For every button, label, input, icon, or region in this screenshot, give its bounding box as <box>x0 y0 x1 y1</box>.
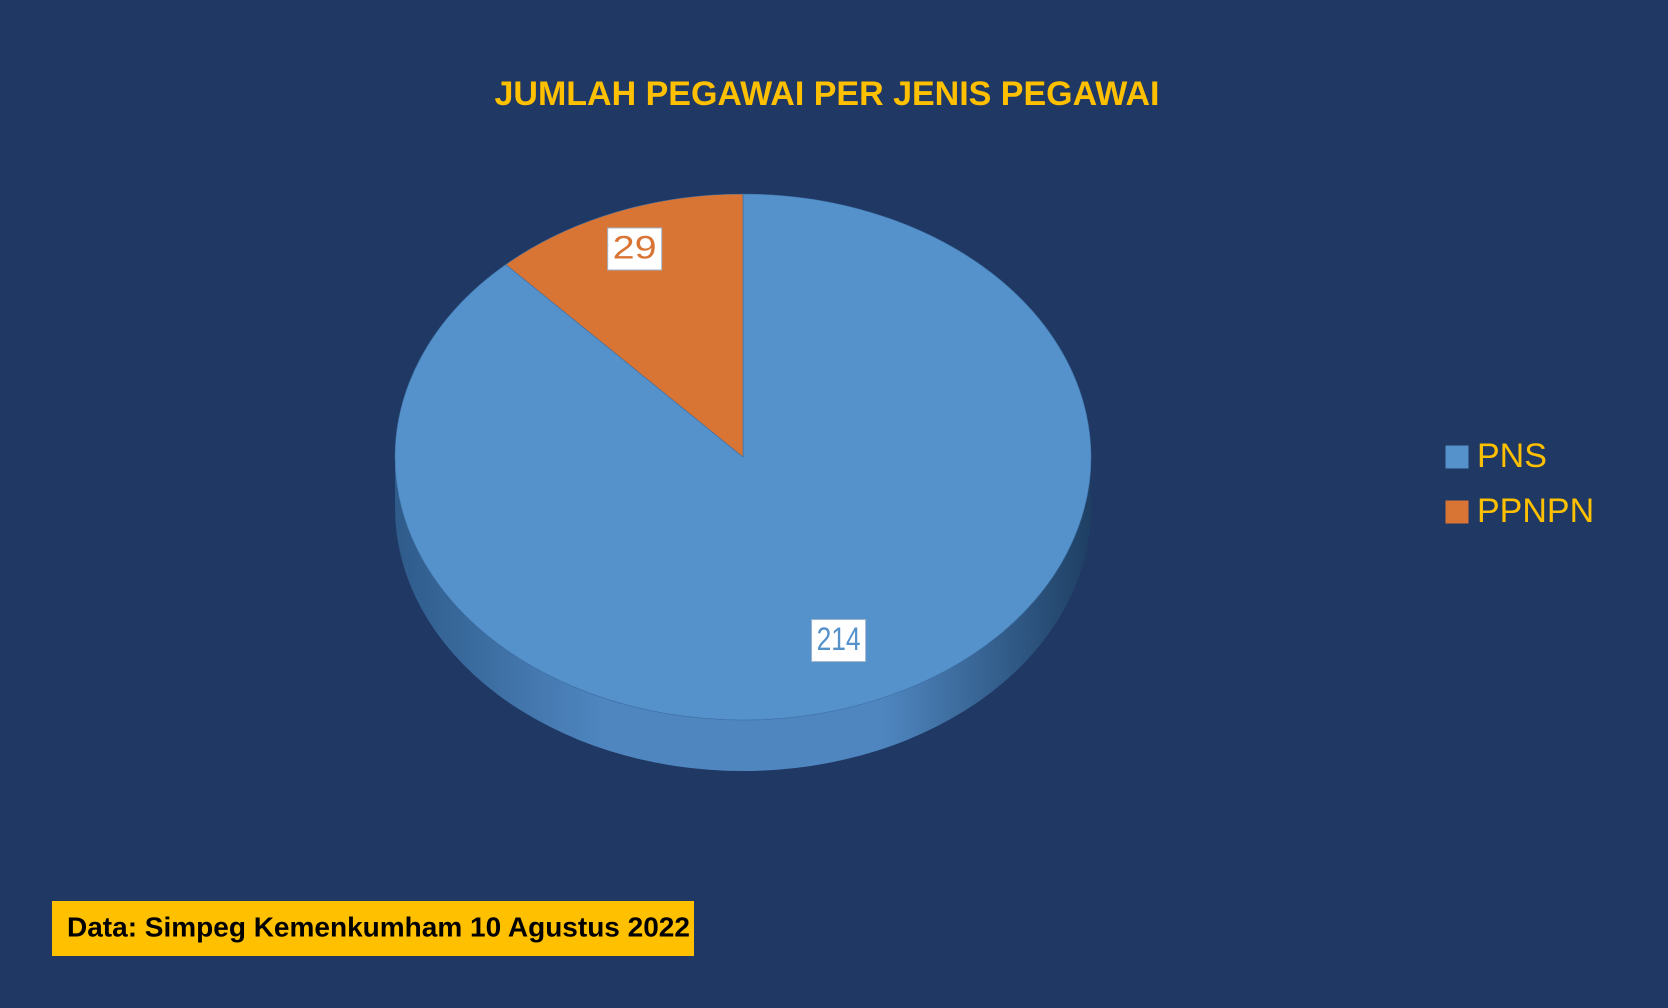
pie: 214 29 <box>394 193 1092 771</box>
legend-marker <box>1444 499 1470 525</box>
note-box <box>52 901 694 956</box>
data-label: 29 <box>613 229 657 265</box>
slice-side <box>395 457 1091 771</box>
legend-label: PPNPN <box>1477 492 1594 530</box>
note: Data: Simpeg Kemenkumham 10 Agustus 2022 <box>67 911 690 942</box>
slice <box>505 193 744 458</box>
legend: PNS PPNPN <box>1444 437 1594 530</box>
legend-marker <box>1444 444 1470 470</box>
data-label-box <box>811 619 867 663</box>
data-label-box <box>607 227 663 271</box>
legend-label: PNS <box>1477 437 1547 475</box>
data-label: 214 <box>817 621 861 657</box>
chart-title: JUMLAH PEGAWAI PER JENIS PEGAWAI <box>494 75 1159 113</box>
